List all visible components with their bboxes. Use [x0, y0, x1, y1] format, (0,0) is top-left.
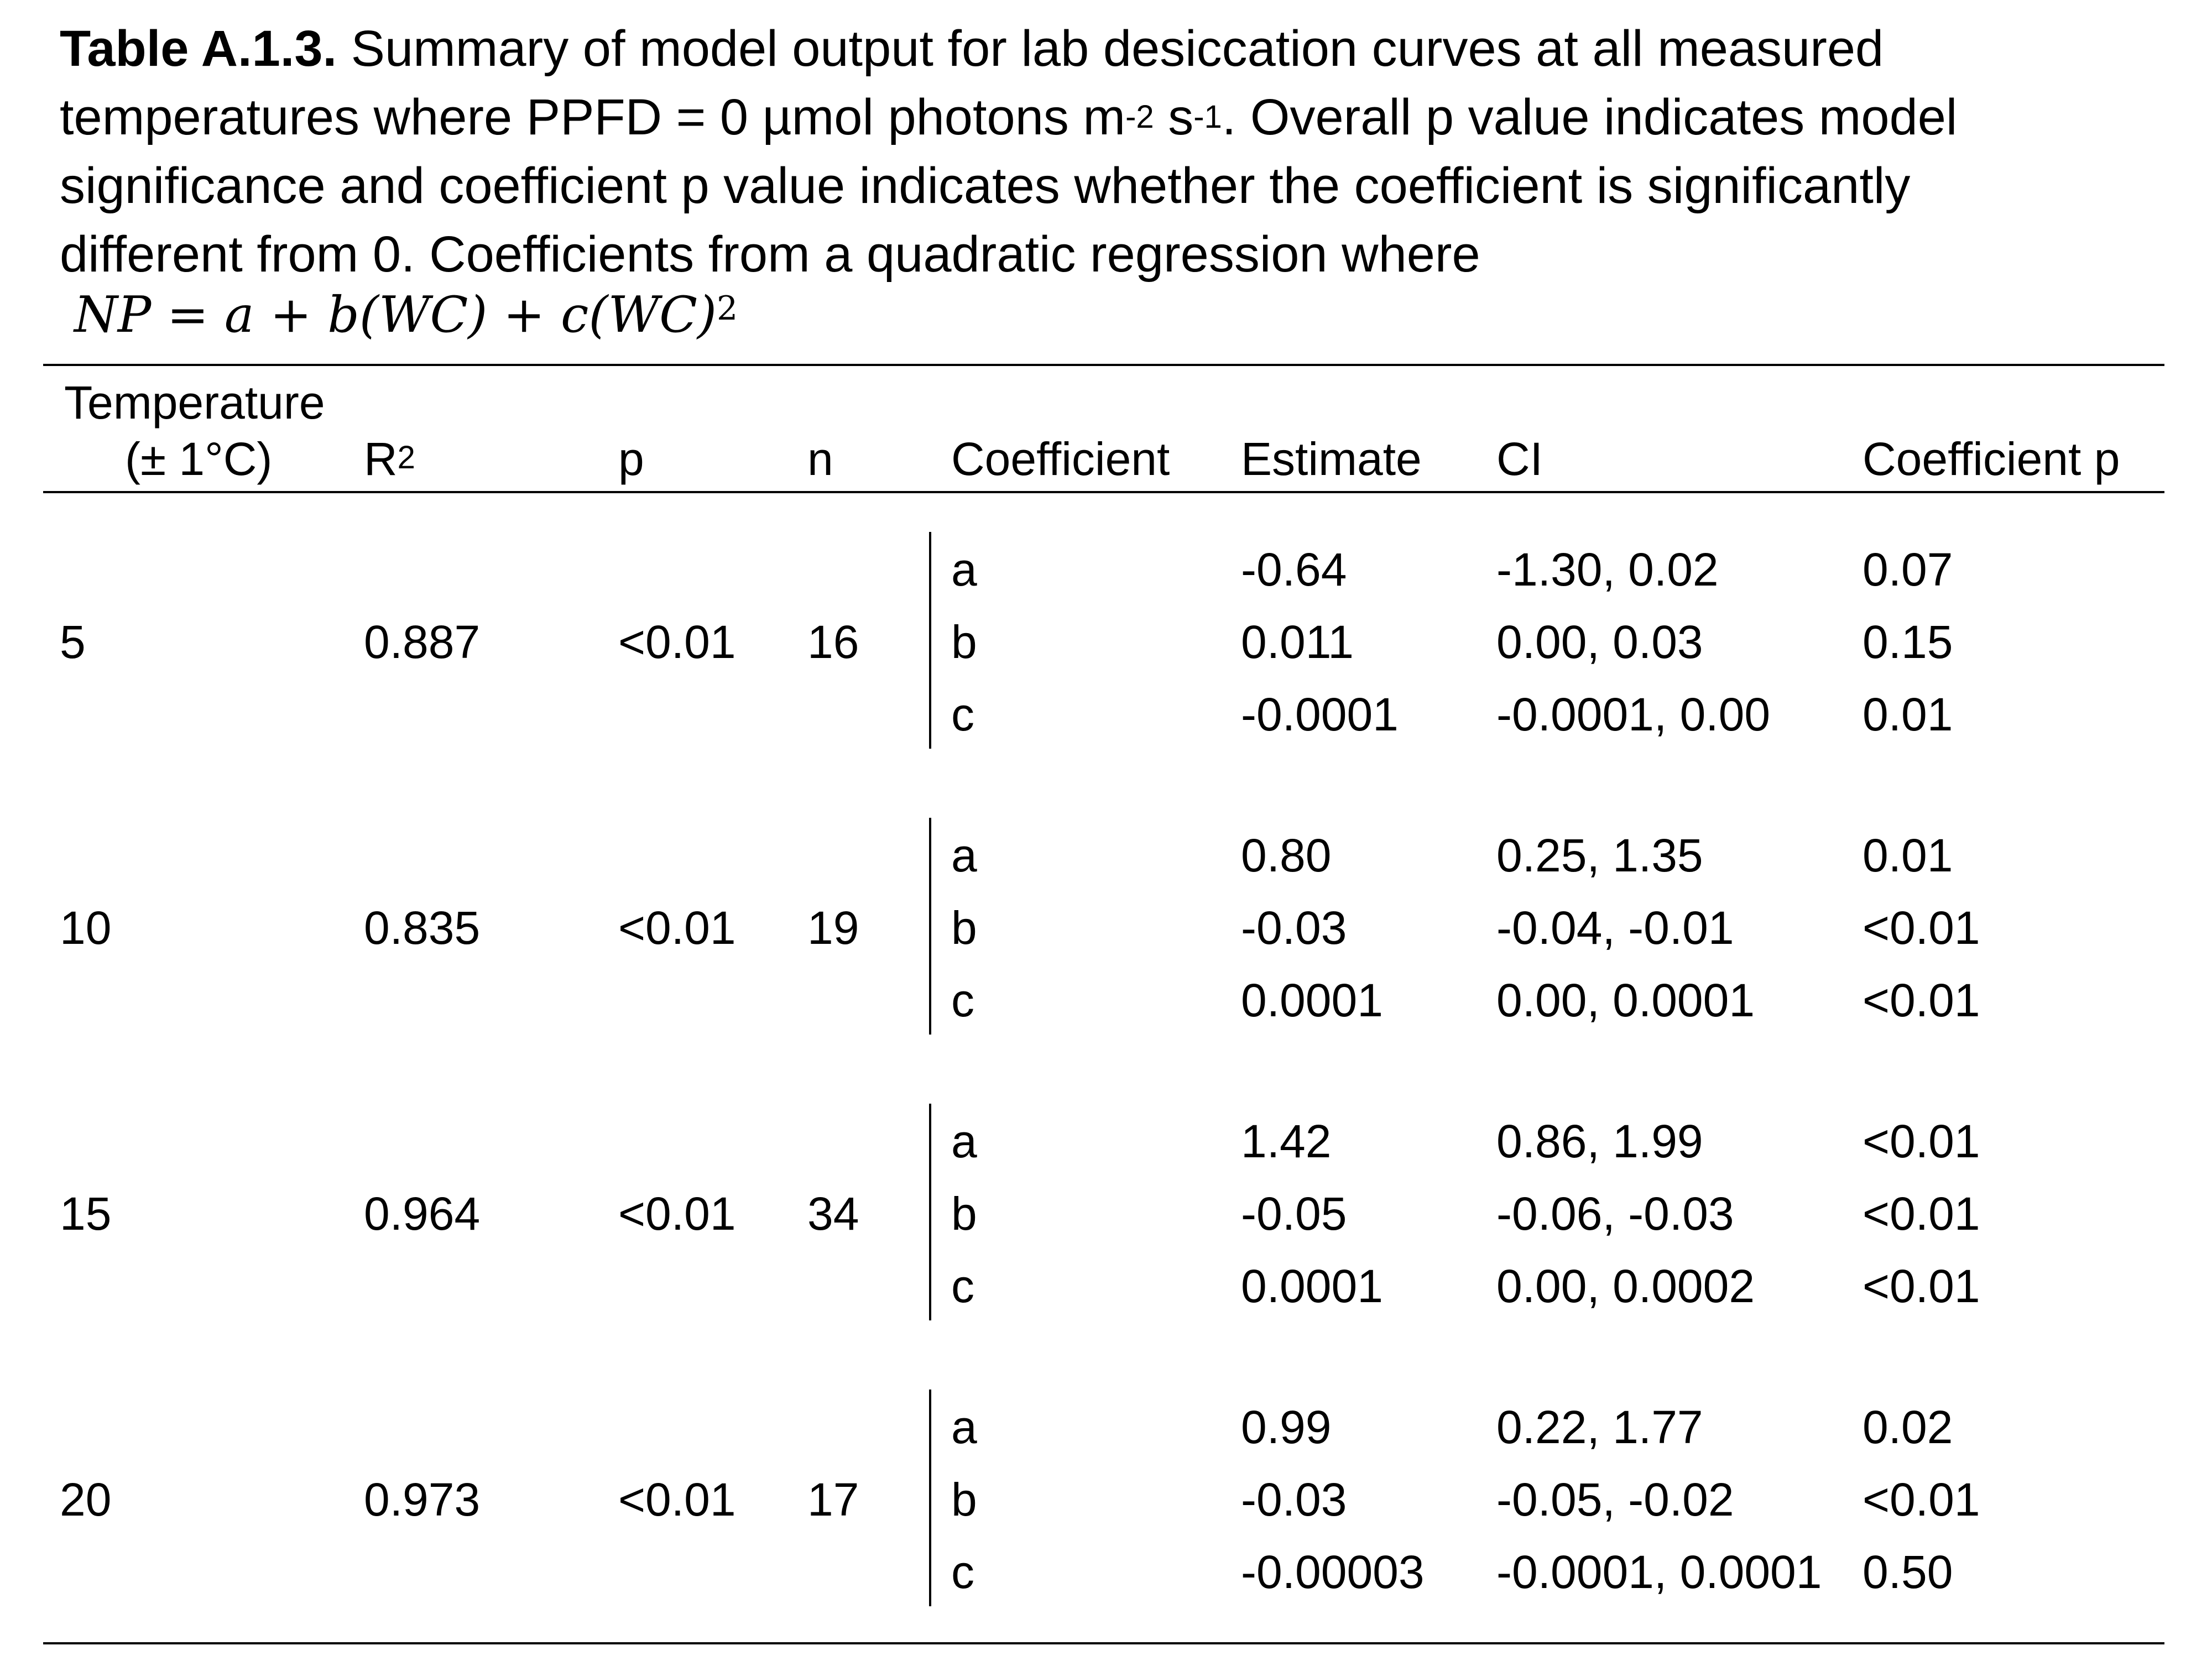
cell-coefficient-p: <0.01: [1863, 1115, 1980, 1167]
cell-estimate: 0.011: [1241, 616, 1354, 668]
cell-estimate: 0.80: [1241, 829, 1332, 881]
cell-n: 19: [807, 902, 859, 954]
header-r2-sup: 2: [397, 440, 415, 476]
caption-line-4: different from 0. Coefficients from a qu…: [60, 226, 1480, 283]
cell-coefficient-p: 0.01: [1863, 829, 1953, 881]
cell-coefficient-p: <0.01: [1863, 1474, 1980, 1526]
cell-ci: -0.06, -0.03: [1496, 1188, 1734, 1240]
cell-estimate: -0.0001: [1241, 688, 1399, 740]
header-bottom-rule: [43, 491, 2164, 493]
cell-p: <0.01: [618, 1188, 736, 1240]
cell-coefficient: c: [951, 974, 974, 1026]
caption-line-1: Table A.1.3. Summary of model output for…: [60, 14, 2172, 83]
cell-ci: 0.00, 0.0001: [1496, 974, 1755, 1026]
cell-estimate: -0.03: [1241, 902, 1347, 954]
cell-ci: 0.86, 1.99: [1496, 1115, 1703, 1167]
cell-coefficient-p: 0.15: [1863, 616, 1953, 668]
cell-coefficient: b: [951, 902, 977, 954]
cell-coefficient: a: [951, 1401, 977, 1453]
cell-estimate: -0.64: [1241, 544, 1347, 596]
caption-text-2b: s: [1154, 89, 1194, 145]
cell-p: <0.01: [618, 1474, 736, 1526]
equation-text: NP = a + b(WC) + c(WC): [74, 286, 717, 344]
cell-temperature: 5: [60, 616, 86, 668]
table-label: Table A.1.3.: [60, 20, 337, 77]
cell-r2: 0.973: [364, 1474, 481, 1526]
cell-coefficient: a: [951, 1115, 977, 1167]
caption-text-2c: . Overall p value indicates model: [1222, 89, 1958, 145]
cell-coefficient: b: [951, 616, 977, 668]
group-bracket-line: [929, 1104, 931, 1320]
header-coefficient-p: Coefficient p: [1863, 433, 2120, 485]
cell-coefficient: a: [951, 544, 977, 596]
cell-p: <0.01: [618, 616, 736, 668]
caption-line-3: significance and coefficient p value ind…: [60, 158, 1911, 214]
table-caption: Table A.1.3. Summary of model output for…: [60, 14, 2172, 289]
cell-ci: -0.0001, 0.00: [1496, 688, 1771, 740]
cell-ci: 0.22, 1.77: [1496, 1401, 1703, 1453]
header-estimate: Estimate: [1241, 433, 1422, 485]
cell-ci: 0.25, 1.35: [1496, 829, 1703, 881]
cell-estimate: 0.99: [1241, 1401, 1332, 1453]
cell-r2: 0.887: [364, 616, 481, 668]
regression-equation: NP = a + b(WC) + c(WC)2: [74, 285, 738, 346]
cell-coefficient-p: <0.01: [1863, 1188, 1980, 1240]
header-n: n: [807, 433, 833, 485]
cell-coefficient-p: 0.50: [1863, 1546, 1953, 1598]
header-temperature-line1: Temperature: [64, 377, 325, 429]
cell-n: 17: [807, 1474, 859, 1526]
cell-coefficient: a: [951, 829, 977, 881]
cell-temperature: 20: [60, 1474, 112, 1526]
cell-coefficient-p: 0.01: [1863, 688, 1953, 740]
cell-ci: 0.00, 0.0002: [1496, 1260, 1755, 1312]
header-coefficient: Coefficient: [951, 433, 1170, 485]
cell-ci: -0.05, -0.02: [1496, 1474, 1734, 1526]
cell-coefficient: b: [951, 1474, 977, 1526]
cell-ci: 0.00, 0.03: [1496, 616, 1703, 668]
table-bottom-rule: [43, 1642, 2164, 1644]
cell-coefficient: c: [951, 1260, 974, 1312]
header-temperature-line2: (± 1°C): [125, 433, 273, 485]
group-bracket-line: [929, 1390, 931, 1606]
caption-sup-1: -2: [1125, 99, 1154, 135]
cell-n: 34: [807, 1188, 859, 1240]
cell-coefficient: c: [951, 688, 974, 740]
header-p: p: [618, 433, 644, 485]
cell-temperature: 10: [60, 902, 112, 954]
caption-sup-2: -1: [1193, 99, 1222, 135]
caption-line-2: temperatures where PPFD = 0 µmol photons…: [60, 83, 2172, 152]
cell-ci: -0.0001, 0.0001: [1496, 1546, 1822, 1598]
group-bracket-line: [929, 818, 931, 1035]
cell-r2: 0.964: [364, 1188, 481, 1240]
cell-coefficient-p: <0.01: [1863, 902, 1980, 954]
caption-text-2a: temperatures where PPFD = 0 µmol photons…: [60, 89, 1126, 145]
cell-coefficient: b: [951, 1188, 977, 1240]
cell-temperature: 15: [60, 1188, 112, 1240]
cell-p: <0.01: [618, 902, 736, 954]
group-bracket-line: [929, 532, 931, 749]
cell-coefficient-p: 0.07: [1863, 544, 1953, 596]
cell-estimate: 1.42: [1241, 1115, 1332, 1167]
cell-estimate: 0.0001: [1241, 974, 1383, 1026]
cell-n: 16: [807, 616, 859, 668]
cell-coefficient: c: [951, 1546, 974, 1598]
cell-coefficient-p: <0.01: [1863, 1260, 1980, 1312]
cell-ci: -1.30, 0.02: [1496, 544, 1719, 596]
cell-coefficient-p: 0.02: [1863, 1401, 1953, 1453]
cell-estimate: -0.05: [1241, 1188, 1347, 1240]
cell-coefficient-p: <0.01: [1863, 974, 1980, 1026]
cell-ci: -0.04, -0.01: [1496, 902, 1734, 954]
caption-text-1: Summary of model output for lab desiccat…: [337, 20, 1884, 77]
table-top-rule: [43, 364, 2164, 366]
cell-r2: 0.835: [364, 902, 481, 954]
cell-estimate: 0.0001: [1241, 1260, 1383, 1312]
cell-estimate: -0.03: [1241, 1474, 1347, 1526]
cell-estimate: -0.00003: [1241, 1546, 1425, 1598]
equation-exponent: 2: [717, 289, 738, 328]
header-r2: R2: [364, 432, 415, 485]
header-r2-label: R: [364, 433, 398, 485]
header-ci: CI: [1496, 433, 1543, 485]
